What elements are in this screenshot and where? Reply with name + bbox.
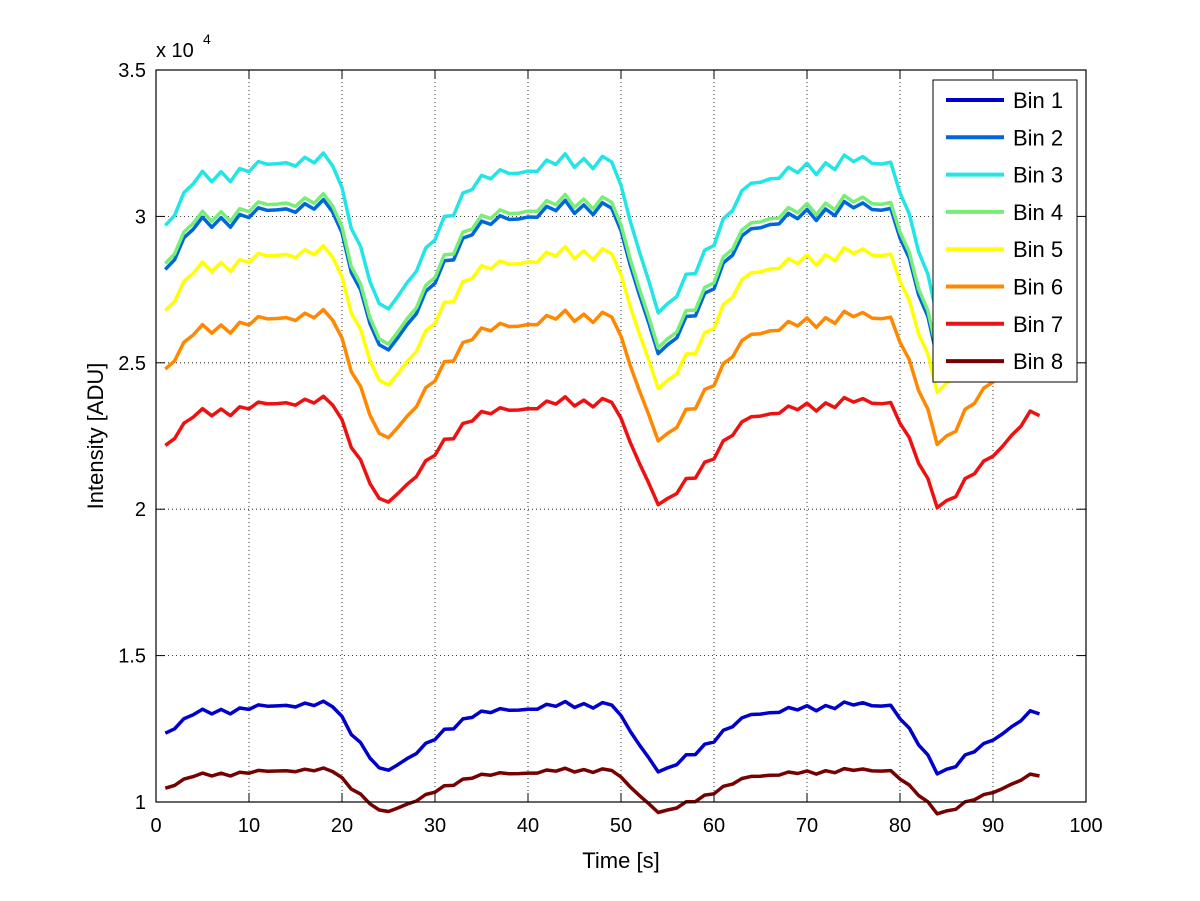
x-axis-label: Time [s] xyxy=(582,848,659,873)
legend: Bin 1 Bin 2 Bin 3 Bin 4 Bin 5 Bin 6 Bin 7 Bin 8 xyxy=(932,79,1078,383)
series-line-bin-2 xyxy=(164,197,1041,360)
legend-box xyxy=(932,79,1078,383)
legend-label-bin-5: Bin 5 xyxy=(1013,237,1063,262)
x-tick-label: 90 xyxy=(982,815,1004,837)
series-line-bin-7 xyxy=(164,394,1041,510)
x-tick-label: 60 xyxy=(703,815,725,837)
series-line-bin-8 xyxy=(164,766,1040,816)
series-line-bin-6 xyxy=(164,307,1041,447)
legend-label-bin-7: Bin 7 xyxy=(1013,312,1063,337)
x-tick-label: 10 xyxy=(238,815,260,837)
x-tick-label: 20 xyxy=(331,815,353,837)
y-tick-label: 3 xyxy=(135,206,146,228)
series-line-bin-3 xyxy=(164,151,1041,319)
x-tick-label: 70 xyxy=(796,815,818,837)
y-axis-label: Intensity [ADU] xyxy=(83,363,108,510)
y-exponent-base: x 10 xyxy=(156,40,194,62)
series-line-bin-5 xyxy=(164,244,1041,395)
legend-label-bin-8: Bin 8 xyxy=(1013,349,1063,374)
series-line-bin-1 xyxy=(164,699,1041,776)
x-tick-label: 100 xyxy=(1069,815,1102,837)
y-exponent: x 10 4 xyxy=(156,31,211,62)
x-tick-label: 30 xyxy=(424,815,446,837)
y-tick-label: 2 xyxy=(135,499,146,521)
legend-label-bin-3: Bin 3 xyxy=(1013,163,1063,188)
legend-label-bin-6: Bin 6 xyxy=(1013,275,1063,300)
y-exponent-power: 4 xyxy=(203,31,211,47)
legend-label-bin-4: Bin 4 xyxy=(1013,200,1063,225)
grid-lines xyxy=(156,70,1086,802)
legend-label-bin-1: Bin 1 xyxy=(1013,88,1063,113)
x-tick-label: 0 xyxy=(150,815,161,837)
y-tick-label: 1.5 xyxy=(118,646,146,668)
y-tick-label: 2.5 xyxy=(118,353,146,375)
x-tick-label: 40 xyxy=(517,815,539,837)
x-tick-label: 50 xyxy=(610,815,632,837)
axis-ticks: 0 10 20 30 40 50 60 70 80 90 100 1 1.5 2 2.5 3 3.5 xyxy=(118,60,1103,837)
series-lines xyxy=(164,151,1041,816)
y-tick-label: 3.5 xyxy=(118,60,146,82)
x-tick-label: 80 xyxy=(889,815,911,837)
y-tick-label: 1 xyxy=(135,792,146,814)
series-line-bin-4 xyxy=(164,191,1041,354)
legend-label-bin-2: Bin 2 xyxy=(1013,125,1063,150)
